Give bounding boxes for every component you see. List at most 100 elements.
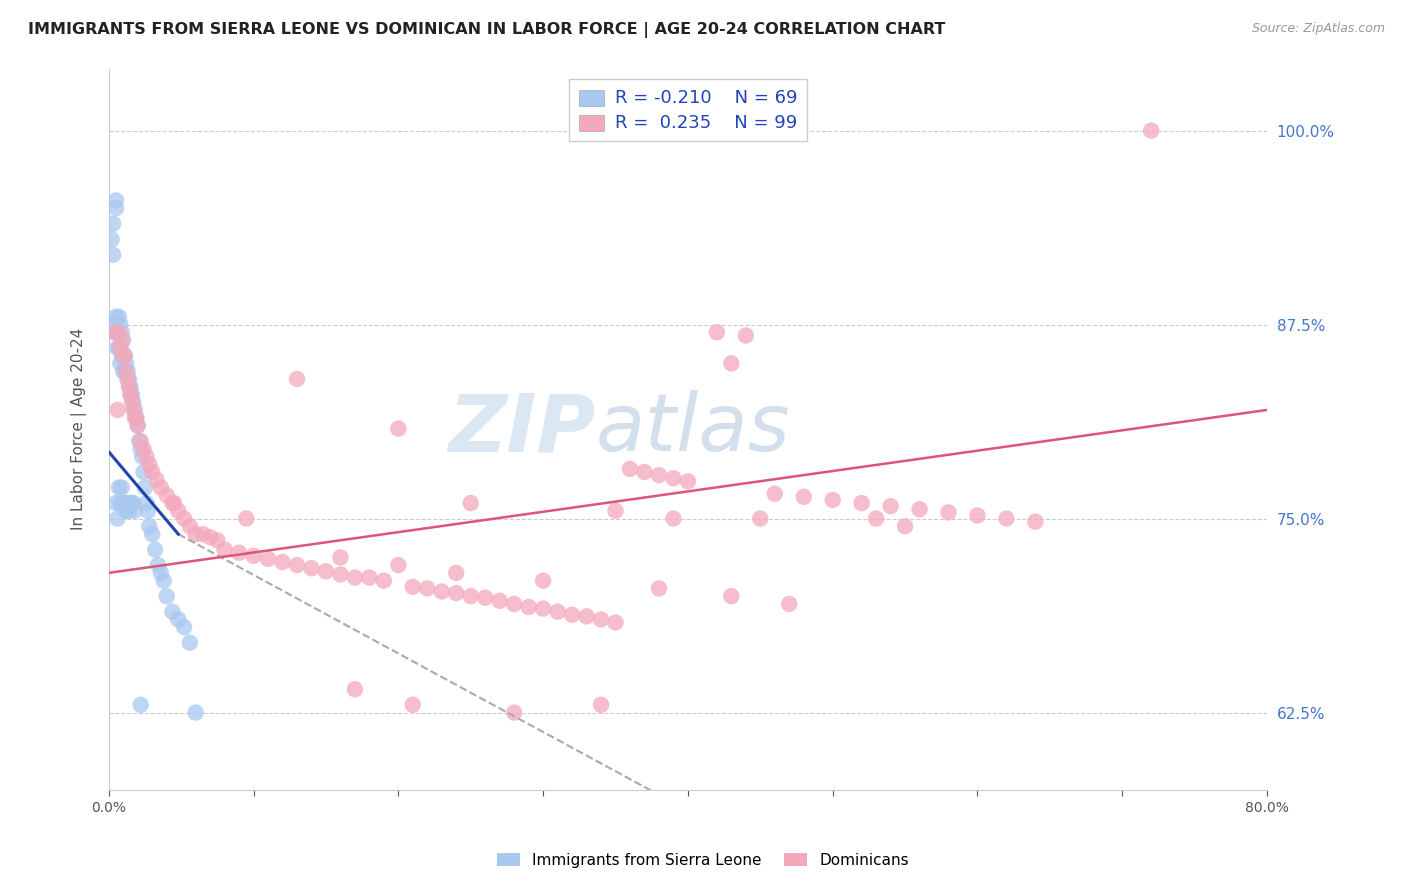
Point [105,201,128,215]
Point [938,505,960,519]
Point [402,698,425,712]
Point [879,499,901,513]
Point [105,310,128,324]
Point [763,487,786,501]
Point [503,597,526,611]
Point [271,555,294,569]
Point [112,496,135,510]
Point [129,434,152,448]
Point [648,468,671,483]
Point [387,558,409,573]
Point [503,706,526,720]
Legend: R = -0.210    N = 69, R =  0.235    N = 99: R = -0.210 N = 69, R = 0.235 N = 99 [569,79,807,142]
Point [242,549,264,563]
Point [145,473,167,487]
Point [135,496,157,510]
Point [173,511,195,525]
Point [285,372,308,386]
Point [112,364,135,378]
Point [460,589,482,603]
Point [152,574,174,588]
Y-axis label: In Labor Force | Age 20-24: In Labor Force | Age 20-24 [72,328,87,531]
Point [127,418,149,433]
Point [110,341,132,355]
Point [488,594,510,608]
Point [127,418,149,433]
Point [117,496,139,510]
Point [125,410,148,425]
Point [108,310,131,324]
Point [908,502,931,516]
Point [589,698,612,712]
Point [108,326,131,340]
Point [720,356,742,370]
Point [110,318,132,332]
Point [112,349,135,363]
Point [184,527,207,541]
Point [633,465,655,479]
Point [1140,123,1163,137]
Point [162,605,184,619]
Point [103,326,125,340]
Point [107,403,129,417]
Point [676,475,699,489]
Point [136,504,159,518]
Point [531,574,554,588]
Point [112,333,135,347]
Point [122,403,145,417]
Point [105,194,128,208]
Point [114,496,136,510]
Point [138,519,160,533]
Point [156,488,179,502]
Point [547,605,569,619]
Point [156,589,179,603]
Point [129,442,152,456]
Point [103,326,125,340]
Point [121,387,143,401]
Point [329,550,352,565]
Point [108,341,131,355]
Point [107,326,129,340]
Point [135,450,157,464]
Point [402,580,425,594]
Point [517,600,540,615]
Point [101,248,124,262]
Point [112,349,135,363]
Legend: Immigrants from Sierra Leone, Dominicans: Immigrants from Sierra Leone, Dominicans [489,845,917,875]
Point [118,379,141,393]
Point [561,607,583,622]
Point [179,636,201,650]
Point [662,471,685,485]
Point [734,328,756,343]
Point [107,341,129,355]
Point [120,387,142,401]
Point [115,364,138,378]
Point [207,533,229,548]
Point [141,465,163,479]
Point [793,490,815,504]
Point [198,530,221,544]
Point [430,584,453,599]
Point [122,395,145,409]
Point [110,356,132,370]
Point [131,450,153,464]
Point [111,326,134,340]
Point [125,410,148,425]
Point [121,496,143,510]
Point [257,552,280,566]
Point [111,481,134,495]
Point [134,481,156,495]
Point [167,504,190,518]
Point [315,565,337,579]
Point [446,586,468,600]
Point [146,558,169,573]
Point [575,609,598,624]
Point [115,364,138,378]
Point [605,615,627,630]
Point [191,527,214,541]
Point [118,379,141,393]
Point [589,612,612,626]
Point [285,558,308,573]
Point [387,421,409,435]
Text: atlas: atlas [595,391,790,468]
